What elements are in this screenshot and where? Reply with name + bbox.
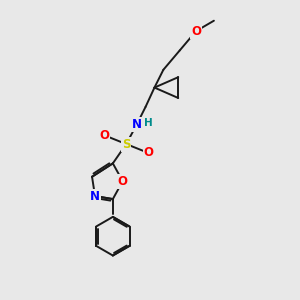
Text: O: O <box>143 146 154 160</box>
Text: N: N <box>90 190 100 202</box>
Text: O: O <box>99 129 109 142</box>
Text: O: O <box>191 25 201 38</box>
Text: O: O <box>118 175 128 188</box>
Text: S: S <box>122 138 130 151</box>
Text: H: H <box>143 118 152 128</box>
Text: N: N <box>132 118 142 131</box>
